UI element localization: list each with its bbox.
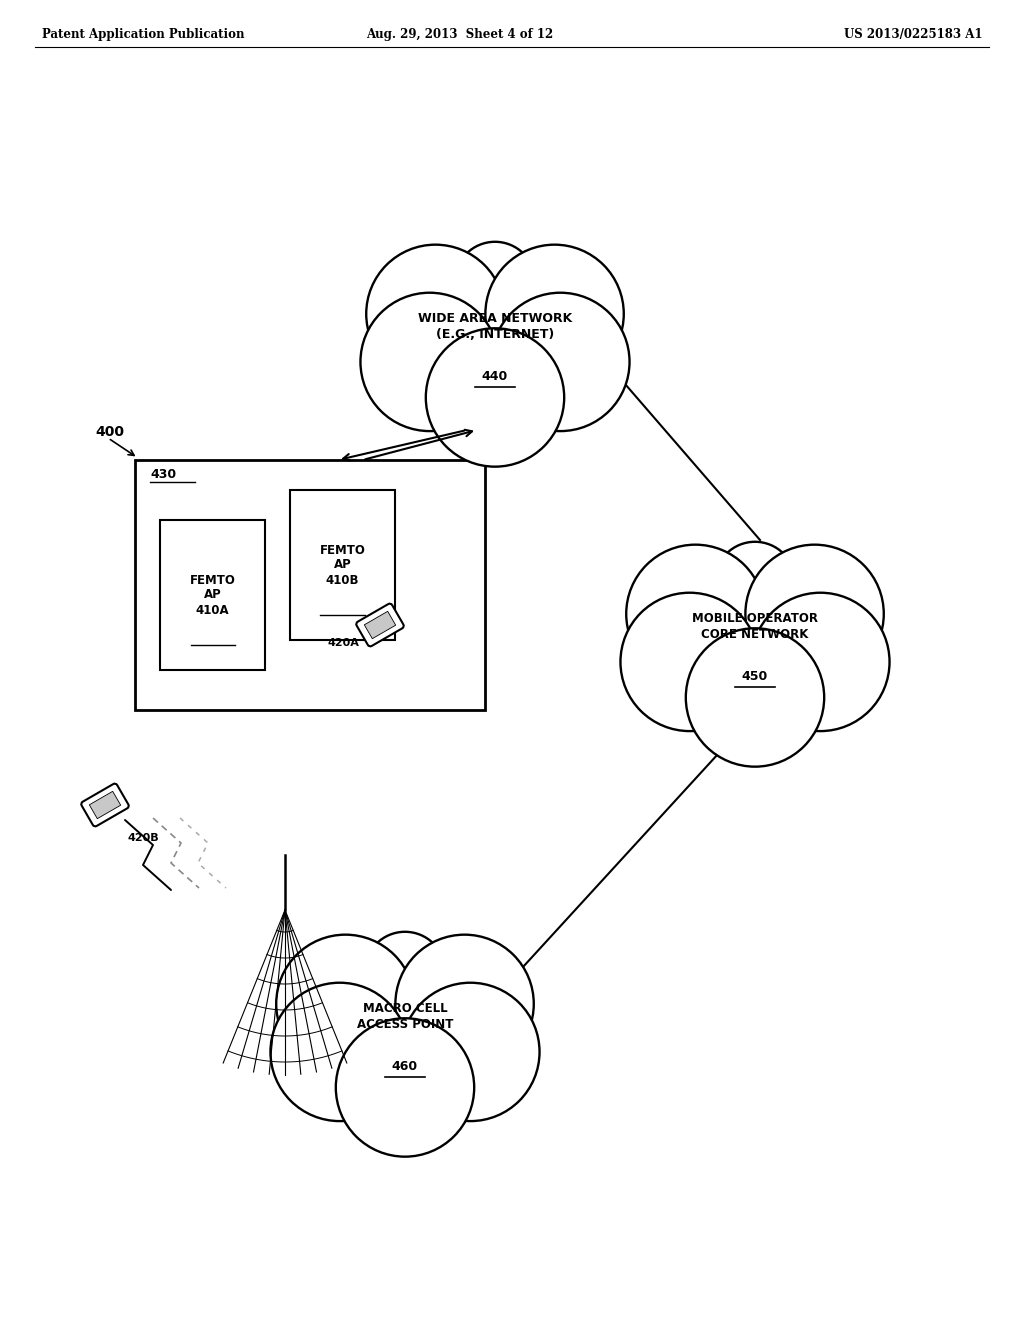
Circle shape [715,541,796,623]
FancyBboxPatch shape [81,784,129,826]
Text: MOBILE OPERATOR
CORE NETWORK: MOBILE OPERATOR CORE NETWORK [692,612,818,642]
FancyBboxPatch shape [356,603,403,647]
Text: WIDE AREA NETWORK
(E.G., INTERNET): WIDE AREA NETWORK (E.G., INTERNET) [418,313,572,342]
Circle shape [621,593,759,731]
Text: 420A: 420A [328,638,359,648]
Text: 420B: 420B [127,833,159,843]
Text: 400: 400 [95,425,124,440]
Text: Patent Application Publication: Patent Application Publication [42,28,245,41]
Circle shape [336,1018,474,1156]
Circle shape [492,293,630,432]
Text: Aug. 29, 2013  Sheet 4 of 12: Aug. 29, 2013 Sheet 4 of 12 [367,28,554,41]
Circle shape [367,244,505,383]
Text: FIG. 4: FIG. 4 [810,680,879,700]
FancyBboxPatch shape [135,459,485,710]
FancyBboxPatch shape [365,611,395,639]
Circle shape [745,545,884,682]
FancyBboxPatch shape [290,490,395,640]
Circle shape [455,242,536,322]
Text: FEMTO
AP
410A: FEMTO AP 410A [189,573,236,616]
FancyBboxPatch shape [89,791,121,818]
Circle shape [627,545,765,682]
Text: US 2013/0225183 A1: US 2013/0225183 A1 [844,28,982,41]
Circle shape [276,935,415,1073]
Circle shape [485,244,624,383]
Circle shape [395,935,534,1073]
Circle shape [401,982,540,1121]
Text: 430: 430 [150,469,176,480]
Circle shape [426,329,564,467]
Text: FEMTO
AP
410B: FEMTO AP 410B [319,544,366,586]
Circle shape [752,593,890,731]
Text: 460: 460 [392,1060,418,1073]
Circle shape [270,982,409,1121]
FancyBboxPatch shape [160,520,265,671]
Circle shape [360,293,499,432]
Text: MACRO CELL
ACCESS POINT: MACRO CELL ACCESS POINT [356,1002,454,1031]
Text: 450: 450 [741,671,768,684]
Text: 440: 440 [482,371,508,384]
Circle shape [365,932,445,1012]
Circle shape [686,628,824,767]
